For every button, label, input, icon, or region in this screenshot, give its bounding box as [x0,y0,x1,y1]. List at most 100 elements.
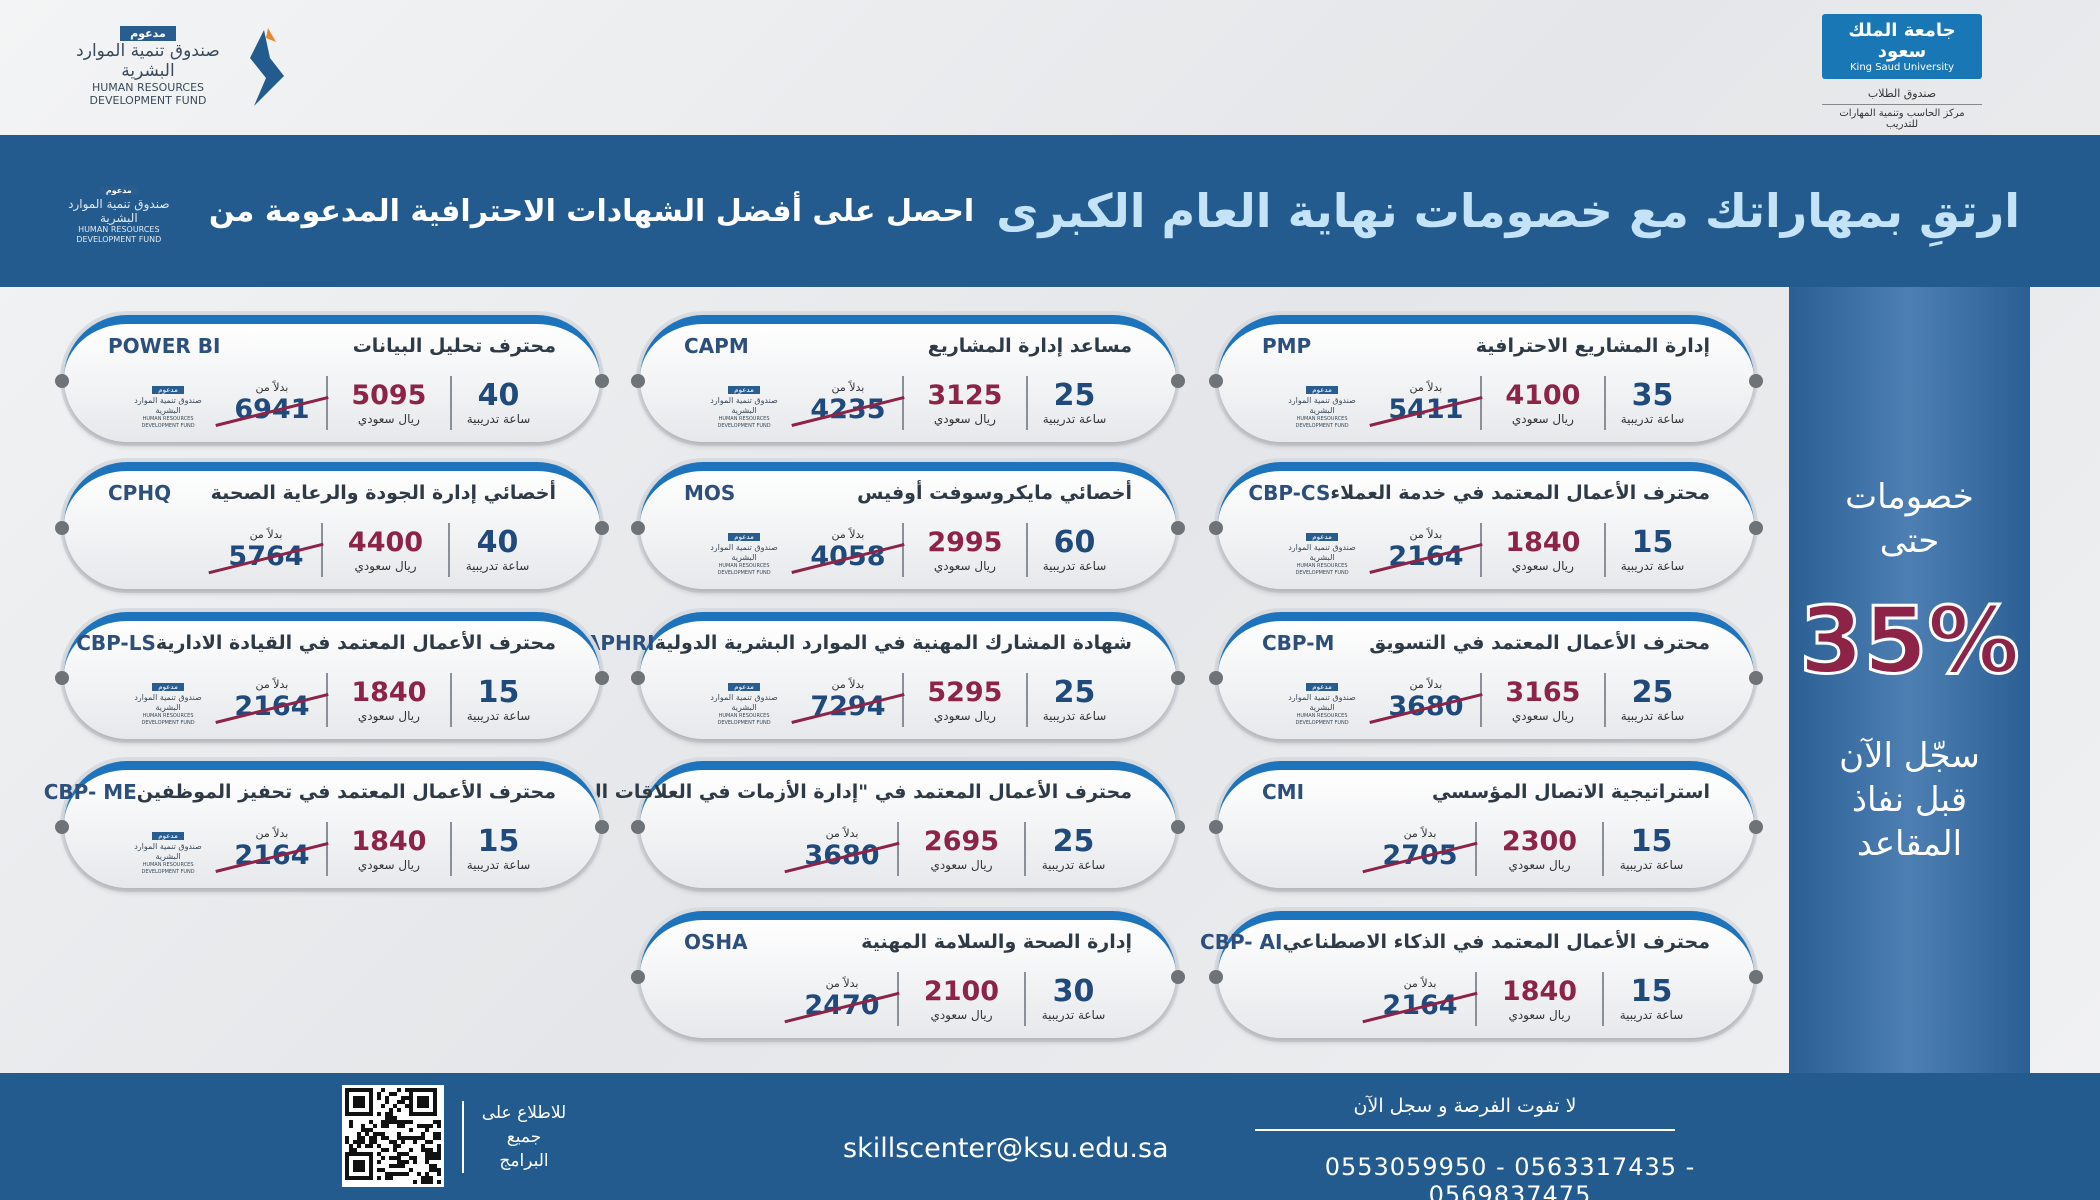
old-price: بدلاً من 4058 [794,519,902,581]
banner-title: ارتقِ بمهاراتك مع خصومات نهاية العام الك… [996,184,2020,238]
card-row: 25 ساعة تدريبية 3165 ريال سعودي بدلاً من 3680… [1278,669,1699,731]
fund-name-en: HUMAN RESOURCES DEVELOPMENT FUND [89,81,207,107]
qr-module [373,1124,377,1128]
hours-value: 15 [1630,974,1673,1009]
qr-module [433,1168,437,1172]
hours: 15 ساعة تدريبية [1604,968,1699,1030]
price-value: 1840 [351,826,427,857]
qr-module [437,1124,441,1128]
fund-logo: مدعوم صندوق تنمية الموارد البشرية HUMAN RE… [700,674,788,727]
fund-logo: مدعوم صندوق تنمية الموارد البشرية HUMAN … [59,178,179,245]
price-value: 2995 [927,527,1003,558]
price: 1840 ريال سعودي [1477,968,1602,1030]
course-card: استراتيجية الاتصال المؤسسي CMI 15 ساعة تدري… [1209,761,1763,888]
price-label: ريال سعودي [930,858,993,872]
university-logo: جامعة الملك سعود King Saud University صن… [1822,14,1982,130]
qr-module [357,1132,361,1136]
course-code: OSHA [684,930,748,954]
qr-module [437,1132,441,1136]
hours-value: 40 [476,525,519,560]
qr-module [405,1172,409,1176]
logo-line: صندوق الطلاب [1822,87,1982,105]
course-card: محترف تحليل البيانات POWER BI 40 ساعة تدريب… [55,315,609,442]
qr-module [385,1148,389,1152]
price-value: 3165 [1505,677,1581,708]
course-name: محترف الأعمال المعتمد في "إدارة الأزمات … [553,781,1132,803]
qr-module [373,1132,377,1136]
qr-module [385,1172,389,1176]
divider [897,822,899,876]
fund-logo: مدعوم صندوق تنمية الموارد البشرية HUMAN RE… [700,377,788,430]
price: 2995 ريال سعودي [904,519,1026,581]
old-price: بدلاً من 2164 [1365,968,1475,1030]
qr-module [377,1152,381,1156]
hours: 40 ساعة تدريبية [450,519,545,581]
course-code: CMI [1262,780,1305,804]
price-value: 1840 [351,677,427,708]
qr-module [385,1124,389,1128]
fund-logo: مدعوم صندوق تنمية الموارد البشرية HUMAN RE… [1278,524,1366,577]
fund-name-en: HUMAN RESOURCES DEVELOPMENT FUND [1295,562,1349,576]
qr-module [381,1136,385,1140]
qr-module [401,1140,405,1144]
divider [1024,972,1026,1026]
qr-module [373,1140,377,1144]
divider [450,822,453,876]
card-header: محترف الأعمال المعتمد في تحفيز الموظفين C… [44,780,556,804]
qr-module [349,1124,353,1128]
price-label: ريال سعودي [1511,709,1574,723]
university-name-ar: جامعة الملك سعود [1848,20,1956,62]
qr-module [401,1100,405,1104]
qr-code[interactable] [342,1085,444,1187]
old-price: بدلاً من 3680 [787,818,897,880]
qr-module [437,1180,441,1184]
call-to-action: لا تفوت الفرصة و سجل الآن [1255,1095,1675,1131]
qr-module [357,1136,361,1140]
qr-module [437,1144,441,1148]
badge: مدعوم [99,185,138,195]
course-card: محترف الأعمال المعتمد في تحفيز الموظفين C… [44,761,609,888]
qr-module [389,1176,393,1180]
divider [1479,376,1482,430]
hours-value: 40 [477,378,520,413]
divider [1475,972,1477,1026]
card-header: استراتيجية الاتصال المؤسسي CMI [1262,780,1710,804]
hours-label: ساعة تدريبية [1042,412,1107,426]
qr-module [377,1144,381,1148]
qr-module [361,1136,365,1140]
qr-module [433,1164,437,1168]
qr-module [397,1172,401,1176]
course-name: محترف الأعمال المعتمد في التسويق [1369,632,1710,654]
qr-module [397,1120,401,1124]
qr-module [349,1120,353,1124]
qr-module [433,1136,437,1140]
old-price-value: 5411 [1372,394,1480,426]
qr-module [361,1140,365,1144]
qr-module [385,1096,389,1100]
qr-module [417,1136,421,1140]
side-panel: خصومات حتى 35% سجّل الآن قبل نفاذ المقاعد [1789,287,2030,1073]
qr-module [421,1148,425,1152]
hours: 25 ساعة تدريبية [1028,669,1121,731]
qr-module [397,1108,401,1112]
fund-logo: مدعوم صندوق تنمية الموارد البشرية HUMAN RE… [700,524,788,577]
price-value: 5295 [927,677,1003,708]
hours: 15 ساعة تدريبية [452,818,545,880]
fund-name-ar: صندوق تنمية الموارد البشرية [1288,395,1356,415]
qr-module [389,1112,393,1116]
course-card: شهادة المشارك المهنية في الموارد البشرية… [585,612,1185,739]
fund-name-ar: صندوق تنمية الموارد البشرية [134,841,202,861]
email[interactable]: skillscenter@ksu.edu.sa [843,1133,1169,1164]
qr-module [393,1092,397,1096]
old-label: بدلاً من [255,380,289,394]
course-card: محترف الأعمال المعتمد في الذكاء الاصطناع… [1200,911,1763,1038]
price: 1840 ريال سعودي [328,669,450,731]
divider [448,523,450,577]
qr-module [413,1180,417,1184]
qr-module [401,1164,405,1168]
qr-module [361,1128,365,1132]
qr-module [389,1140,393,1144]
course-name: إدارة الصحة والسلامة المهنية [861,931,1132,953]
qr-module [365,1132,369,1136]
qr-module [413,1160,417,1164]
